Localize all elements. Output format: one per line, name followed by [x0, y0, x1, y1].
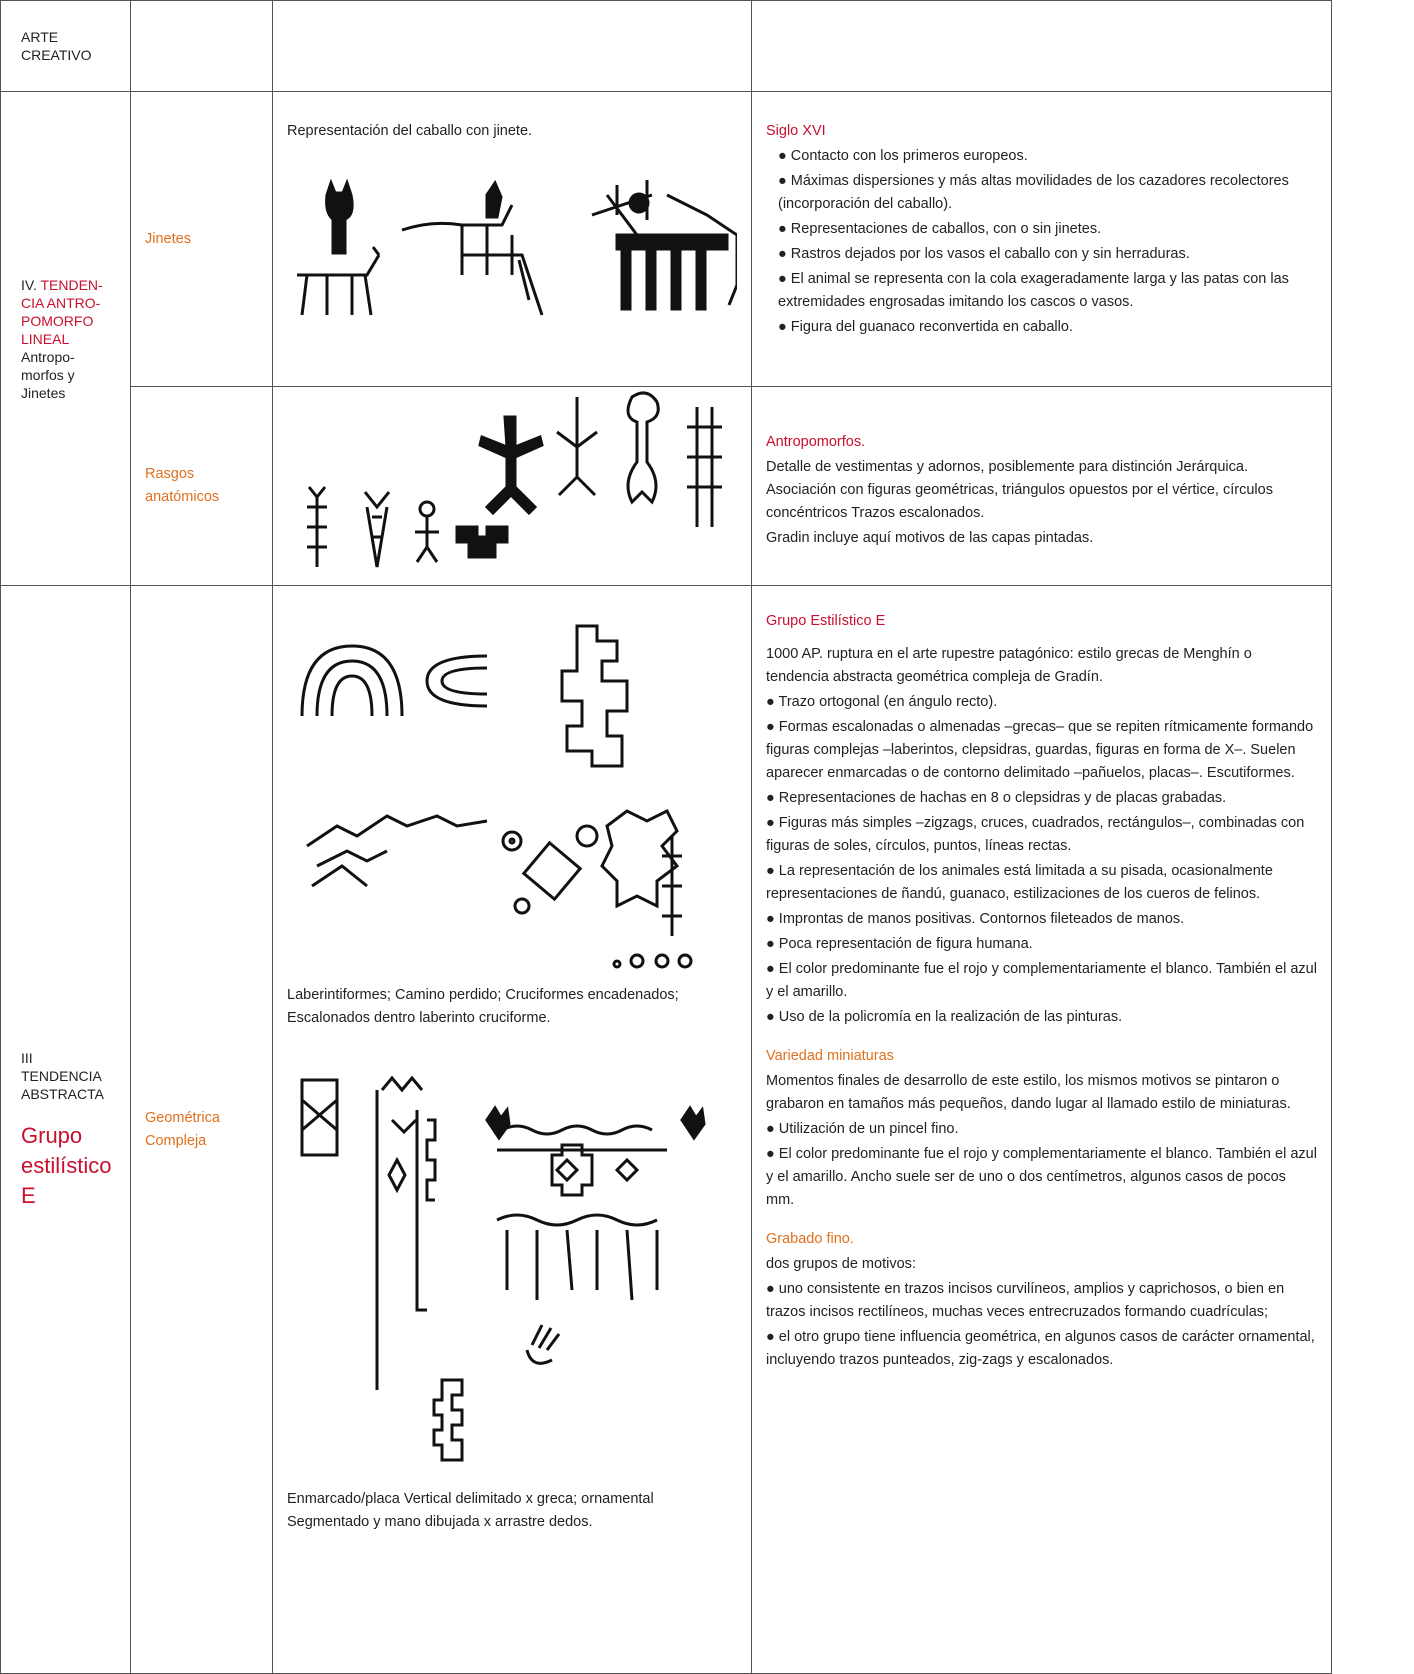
text-cell: Siglo XVI ● Contacto con los primeros eu… — [751, 91, 1332, 387]
text-line: LINEAL — [21, 330, 70, 347]
paragraph: ● Rastros dejados por los vasos el cabal… — [778, 246, 1190, 262]
label-cell: Jinetes — [130, 91, 273, 387]
paragraph: ● Formas escalonadas o almenadas –grecas… — [766, 719, 1314, 781]
paragraph-list: Momentos finales de desarrollo de este e… — [766, 1070, 1317, 1212]
text-line: ABSTRACTA — [21, 1085, 104, 1102]
paragraph-list: dos grupos de motivos: ● uno consistente … — [766, 1253, 1317, 1372]
paragraph: ● el otro grupo tiene influencia geométr… — [766, 1329, 1315, 1368]
frame-drawings — [300, 1075, 706, 1462]
text-line: CREATIVO — [21, 47, 92, 63]
section-heading: Siglo XVI — [766, 123, 826, 139]
paragraph: Momentos finales de desarrollo de este e… — [766, 1073, 1291, 1112]
header-row: ARTE CREATIVO — [0, 0, 1332, 92]
paragraph-list: Detalle de vestimentas y adornos, posibl… — [766, 456, 1317, 550]
text-line: anatómicos — [145, 489, 220, 505]
section-heading: Grupo Estilístico E — [766, 613, 886, 629]
paragraph: ● Improntas de manos positivas. Contorno… — [766, 911, 1185, 927]
empty-cell — [130, 0, 273, 92]
text-line: Jinetes — [21, 384, 66, 401]
text-line: CIA ANTRO- — [21, 294, 101, 311]
trend-subtitle: Antropo-morfos y Jinetes — [21, 348, 116, 402]
anthropomorph-drawings — [307, 391, 722, 568]
paragraph: ● Poca representación de figura humana. — [766, 936, 1033, 952]
image-cell: Representación del caballo con jinete. — [272, 91, 752, 387]
row-abstract: III TENDENCIA ABSTRACTA Grupo estilístico E … — [0, 585, 1332, 1674]
caption: Laberintiformes; Camino perdido; Crucifo… — [287, 987, 679, 1026]
paragraph: ● El color predominante fue el rojo y co… — [766, 961, 1317, 1000]
trend-cell: III TENDENCIA ABSTRACTA Grupo estilístico E — [0, 585, 131, 1674]
text-line: E — [21, 1182, 36, 1208]
rider-3 — [591, 180, 739, 311]
rider-2 — [401, 179, 544, 316]
rider-1 — [297, 178, 381, 316]
text-line: Compleja — [145, 1132, 207, 1149]
caption: Enmarcado/placa Vertical delimitado x gr… — [287, 1491, 654, 1530]
paragraph: ● Trazo ortogonal (en ángulo recto). — [766, 694, 998, 710]
text-line: estilístico — [21, 1152, 112, 1178]
trend-title: TENDEN- CIA ANTRO- POMORFO LINEAL — [21, 277, 116, 348]
label: Geométrica Compleja — [145, 1107, 258, 1153]
header-cell: ARTE CREATIVO — [0, 0, 131, 92]
caption: Representación del caballo con jinete. — [287, 123, 533, 139]
empty-cell — [272, 0, 752, 92]
text-line: TENDENCIA — [21, 1067, 102, 1084]
paragraph: dos grupos de motivos: — [766, 1256, 916, 1272]
image-cell: Laberintiformes; Camino perdido; Crucifo… — [272, 585, 752, 1674]
text-line: III — [21, 1049, 33, 1066]
trend-cell: IV. TENDEN- CIA ANTRO- POMORFO LINEAL Antro… — [0, 91, 131, 586]
paragraph: ● La representación de los animales está… — [766, 863, 1273, 902]
paragraph-list: 1000 AP. ruptura en el arte rupestre pat… — [766, 643, 1317, 1029]
text-cell: Grupo Estilístico E 1000 AP. ruptura en … — [751, 585, 1332, 1674]
text-line: Antropo- — [21, 348, 75, 365]
label-cell: Geométrica Compleja — [130, 585, 273, 1674]
paragraph: ● Utilización de un pincel fino. — [766, 1121, 959, 1137]
section-heading: Grabado fino. — [766, 1231, 854, 1247]
text-line: Geométrica — [145, 1109, 220, 1126]
paragraph: ● Contacto con los primeros europeos. — [778, 148, 1028, 164]
rider-drawings — [297, 178, 739, 316]
group-name: Grupo estilístico E — [21, 1121, 116, 1211]
text-line: Grupo — [21, 1122, 83, 1148]
paragraph: ● Máximas dispersiones y más altas movil… — [778, 173, 1289, 212]
text-cell: Antropomorfos. Detalle de vestimentas y … — [751, 386, 1332, 586]
image-cell — [272, 386, 752, 586]
text-line: morfos y — [21, 366, 75, 383]
art-table: ARTE CREATIVO IV. TENDEN- CIA ANTRO- POMORF… — [0, 0, 1332, 1674]
paragraph: ● El color predominante fue el rojo y co… — [766, 1146, 1317, 1208]
label: Rasgos anatómicos — [145, 463, 258, 509]
paragraph: ● Uso de la policromía en la realización… — [766, 1009, 1123, 1025]
section-heading: Variedad miniaturas — [766, 1048, 894, 1064]
text-line: ARTE — [21, 29, 59, 45]
label-cell: Rasgos anatómicos — [130, 386, 273, 586]
text-line: TENDEN- — [40, 276, 103, 293]
paragraph: ● uno consistente en trazos incisos curv… — [766, 1281, 1285, 1320]
text-line: Rasgos — [145, 466, 195, 482]
trend-name: III TENDENCIA ABSTRACTA — [21, 1049, 116, 1103]
row-jinetes: IV. TENDEN- CIA ANTRO- POMORFO LINEAL Antro… — [0, 91, 1332, 586]
paragraph: ● Representaciones de caballos, con o si… — [778, 221, 1102, 237]
trend-prefix: IV. — [21, 276, 37, 293]
paragraph: Gradin incluye aquí motivos de las capas… — [766, 530, 1094, 546]
paragraph: ● Representaciones de hachas en 8 o clep… — [766, 790, 1227, 806]
paragraph: 1000 AP. ruptura en el arte rupestre pat… — [766, 646, 1252, 685]
label: Jinetes — [145, 230, 191, 247]
paragraph: ● El animal se representa con la cola ex… — [778, 271, 1289, 310]
paragraph: ● Figura del guanaco reconvertida en cab… — [778, 319, 1073, 335]
row-rasgos: Rasgos anatómicos Antropomorfos. Detalle … — [1, 386, 1332, 586]
bullet-list: ● Contacto con los primeros europeos. ● M… — [766, 145, 1317, 339]
section-heading: Antropomorfos. — [766, 434, 866, 450]
labyrinth-drawings — [300, 624, 693, 969]
paragraph: ● Figuras más simples –zigzags, cruces, … — [766, 815, 1305, 854]
text-line: POMORFO — [21, 312, 94, 329]
paragraph: Detalle de vestimentas y adornos, posibl… — [766, 459, 1273, 521]
empty-cell — [751, 0, 1332, 92]
